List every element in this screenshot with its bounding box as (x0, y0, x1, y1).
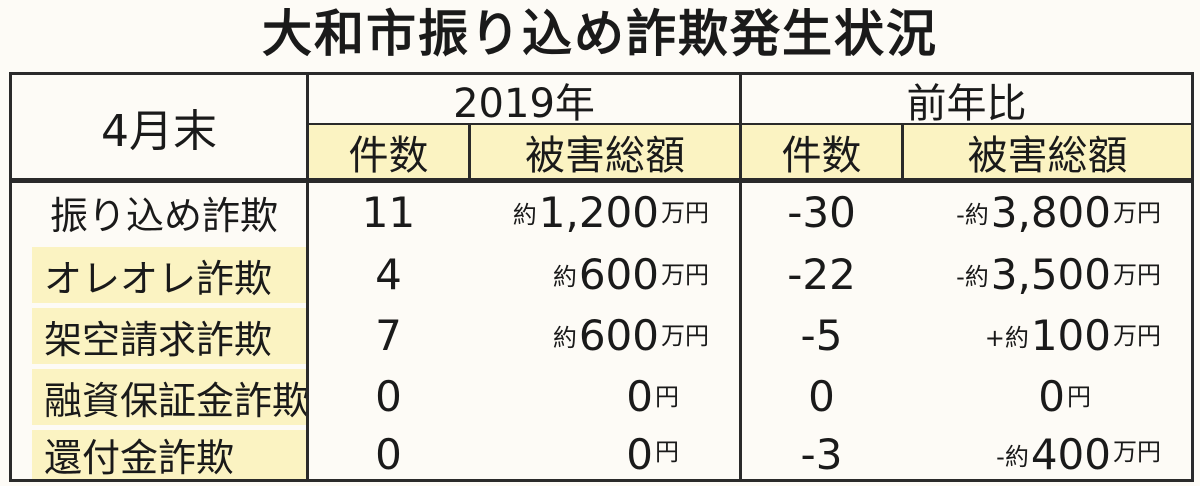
group-header-compare: 前年比 (906, 81, 1027, 127)
table-divider (901, 125, 904, 178)
table-divider (12, 178, 1191, 183)
table-cell-count: 7 (375, 311, 402, 360)
page-title: 大和市振り込め詐欺発生状況 (262, 5, 938, 63)
row-label: 架空請求詐欺 (32, 308, 306, 364)
table-cell-diff-amount: -約 400 万円 (996, 430, 1161, 479)
row-label: 還付金詐欺 (32, 430, 306, 480)
row-label: 融資保証金詐欺 (32, 369, 310, 425)
col-header-amount-2019: 被害総額 (471, 125, 739, 179)
table-cell-count: 0 (375, 430, 402, 479)
row-label: 振り込め詐欺 (50, 194, 279, 238)
table-divider (739, 75, 742, 479)
table-cell-diff-count: -5 (800, 311, 843, 360)
table-cell-count: 11 (361, 188, 416, 237)
table-cell-diff-amount: -約 3,800 万円 (956, 188, 1161, 237)
table-cell-diff-amount: -約 3,500 万円 (956, 250, 1161, 299)
table-cell-diff-amount: +約 100 万円 (984, 311, 1161, 360)
period-header: 4月末 (101, 105, 217, 157)
table-cell-amount: 約 600 万円 (552, 250, 709, 299)
row-label: オレオレ詐欺 (32, 247, 306, 303)
col-header-count-compare: 件数 (742, 125, 901, 179)
table-divider (468, 125, 471, 178)
table-cell-diff-count: -22 (787, 250, 856, 299)
group-header-2019: 2019年 (453, 81, 595, 127)
table-cell-diff-count: -30 (787, 188, 856, 237)
table-cell-count: 4 (375, 250, 402, 299)
table-cell-diff-count: -3 (800, 430, 843, 479)
table-cell-count: 0 (375, 372, 402, 421)
table-divider (306, 75, 309, 479)
table-cell-diff-count: 0 (808, 372, 835, 421)
table-cell-amount: 約 600 万円 (552, 311, 709, 360)
table-divider (309, 123, 1191, 125)
col-header-count-2019: 件数 (309, 125, 468, 179)
col-header-amount-compare: 被害総額 (904, 125, 1191, 179)
fraud-stats-table: 件数 被害総額 件数 被害総額 4月末 2019年 前年比 振り込め詐欺 オレオ… (9, 72, 1194, 482)
table-cell-amount: 約 1,200 万円 (512, 188, 709, 237)
